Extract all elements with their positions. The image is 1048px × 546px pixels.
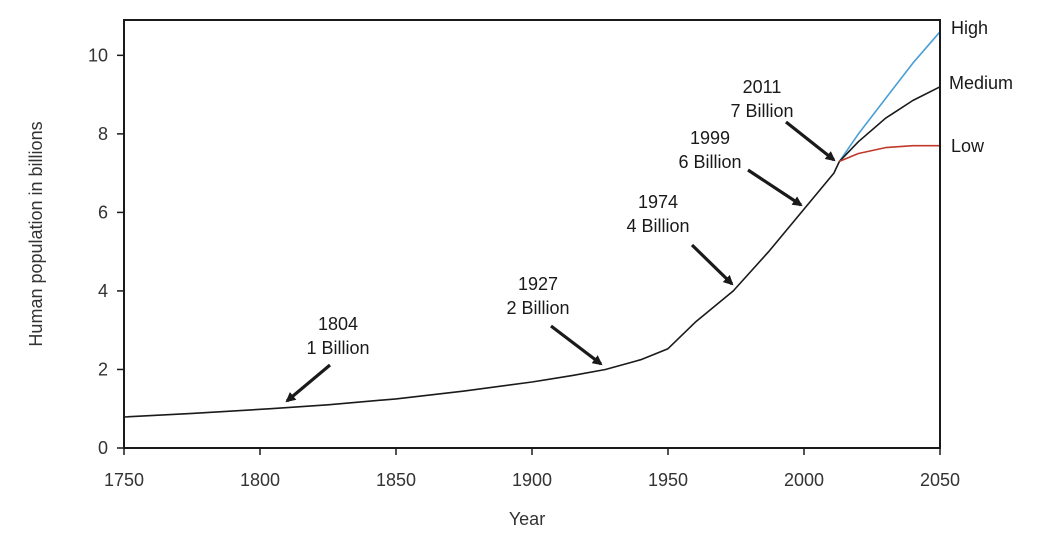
annotation-value: 7 Billion <box>730 101 793 121</box>
x-tick-label: 2000 <box>784 470 824 490</box>
y-tick-label: 10 <box>88 45 108 65</box>
annotation-value: 1 Billion <box>306 338 369 358</box>
annotation-2011: 2011 7 Billion <box>730 77 836 162</box>
annotation-year: 2011 <box>743 77 782 97</box>
annotation-1927: 1927 2 Billion <box>506 274 603 366</box>
annotation-year: 1999 <box>690 128 730 148</box>
x-tick-label: 2050 <box>920 470 960 490</box>
annotation-value: 2 Billion <box>506 298 569 318</box>
series-line-high <box>838 31 941 162</box>
x-tick-label: 1900 <box>512 470 552 490</box>
annotation-arrow <box>550 324 603 366</box>
x-tick-label: 1950 <box>648 470 688 490</box>
annotation-arrow <box>747 168 803 207</box>
annotation-value: 6 Billion <box>678 152 741 172</box>
annotation-value: 4 Billion <box>626 216 689 236</box>
y-tick-label: 4 <box>98 281 108 301</box>
series-line-medium <box>838 86 941 162</box>
annotation-arrow <box>785 120 836 162</box>
annotation-arrow <box>690 243 734 286</box>
annotation-1974: 1974 4 Billion <box>626 192 734 286</box>
annotation-1804: 1804 1 Billion <box>285 314 370 403</box>
annotation-arrow <box>285 363 332 403</box>
annotation-year: 1804 <box>318 314 358 334</box>
y-tick-label: 8 <box>98 124 108 144</box>
y-tick-label: 2 <box>98 359 108 379</box>
annotation-1999: 1999 6 Billion <box>678 128 803 207</box>
y-tick-label: 6 <box>98 202 108 222</box>
projection-label-high: High <box>951 18 988 38</box>
projection-label-low: Low <box>951 136 985 156</box>
projection-label-medium: Medium <box>949 73 1013 93</box>
y-axis-title: Human population in billions <box>26 121 46 346</box>
x-tick-label: 1800 <box>240 470 280 490</box>
x-tick-label: 1750 <box>104 470 144 490</box>
y-tick-label: 0 <box>98 438 108 458</box>
x-tick-label: 1850 <box>376 470 416 490</box>
annotation-year: 1974 <box>638 192 678 212</box>
x-axis-title: Year <box>509 509 545 529</box>
series-line-historical <box>123 161 841 418</box>
annotation-year: 1927 <box>518 274 558 294</box>
series-line-low <box>839 144 940 163</box>
plot-frame <box>123 19 941 449</box>
